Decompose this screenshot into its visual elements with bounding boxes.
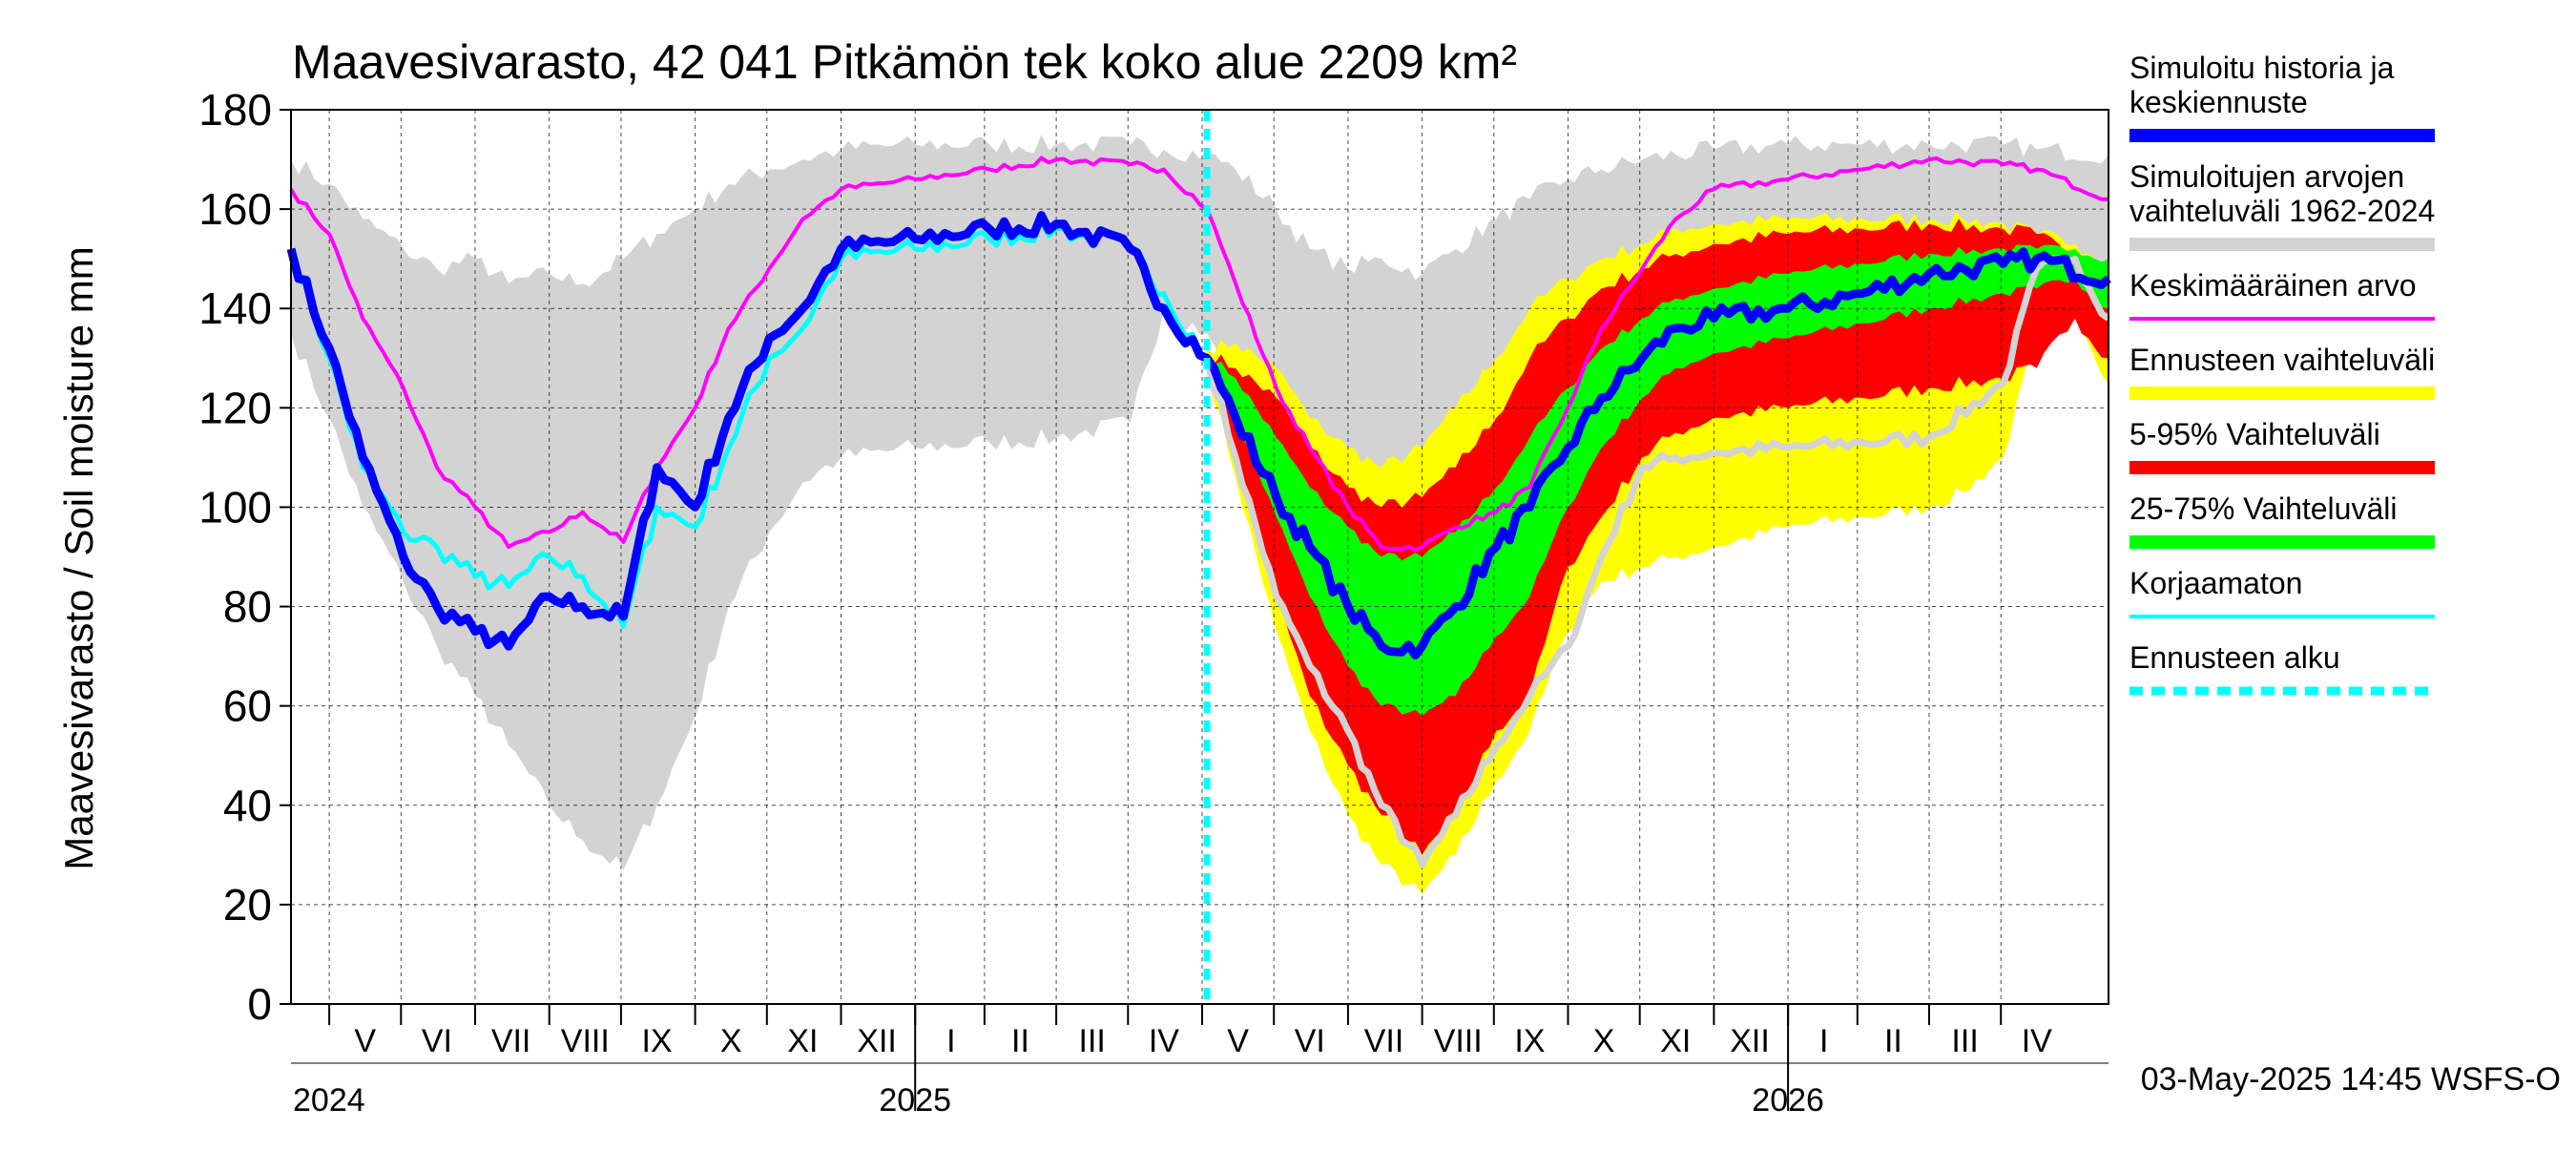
y-tick-label: 80 [223,582,272,632]
year-label: 2026 [1752,1082,1824,1119]
legend-label: Keskimääräinen arvo [2129,268,2417,303]
month-label: IX [641,1023,672,1059]
month-label: VI [422,1023,452,1059]
month-label: V [1227,1023,1249,1059]
month-label: VII [491,1023,531,1059]
y-tick-label: 120 [198,383,272,432]
month-label: XI [1660,1023,1691,1059]
year-label: 2025 [879,1082,951,1119]
plot-frame [290,109,2109,1005]
y-tick-label: 0 [247,979,272,1029]
month-label: XII [1730,1023,1770,1059]
month-label: V [354,1023,376,1059]
month-label: IX [1514,1023,1545,1059]
legend-label: Simuloitujen arvojen vaihteluväli 1962-20… [2129,159,2435,228]
month-label: II [1011,1023,1029,1059]
y-tick-label: 180 [198,85,272,135]
month-label: I [946,1023,955,1059]
month-label: X [720,1023,742,1059]
timestamp-footer: 03-May-2025 14:45 WSFS-O [2141,1061,2561,1098]
legend-label: Korjaamaton [2129,566,2302,600]
month-label: II [1884,1023,1902,1059]
legend-label: Ennusteen vaihteluväli [2129,343,2435,377]
y-tick-label: 40 [223,781,272,830]
y-tick-label: 60 [223,681,272,731]
month-label: VI [1295,1023,1325,1059]
month-label: III [1951,1023,1978,1059]
month-label: III [1079,1023,1106,1059]
legend: Simuloitu historia ja keskiennuste Simuloi… [2129,51,2435,696]
range-bands [291,135,2109,895]
month-label: I [1819,1023,1828,1059]
legend-label: 25-75% Vaihteluväli [2129,491,2397,526]
legend-label: 5-95% Vaihteluväli [2129,417,2380,451]
simulated-line [286,211,2111,659]
month-label: XI [787,1023,818,1059]
y-axis-label: Maavesivarasto / Soil moisture mm [56,246,101,870]
month-label: IV [1149,1023,1179,1059]
y-tick-label: 100 [198,482,272,532]
y-tick-label: 160 [198,184,272,234]
chart-title: Maavesivarasto, 42 041 Pitkämön tek koko… [292,35,1517,89]
legend-label: Ennusteen alku [2129,640,2340,675]
y-tick-label: 20 [223,880,272,930]
month-label: X [1593,1023,1615,1059]
p25-75-band [1207,244,2109,717]
month-label: VIII [561,1023,610,1059]
y-tick-label: 140 [198,283,272,333]
month-label: XII [857,1023,897,1059]
mean-line [289,156,2109,553]
month-label: IV [2022,1023,2052,1059]
month-label: VII [1364,1023,1404,1059]
month-label: VIII [1434,1023,1483,1059]
year-label: 2024 [293,1082,365,1119]
series-lines [286,110,2111,1004]
scenario-line [1203,255,2110,868]
grid [291,110,2109,1004]
legend-label: Simuloitu historia ja keskiennuste [2129,51,2395,119]
